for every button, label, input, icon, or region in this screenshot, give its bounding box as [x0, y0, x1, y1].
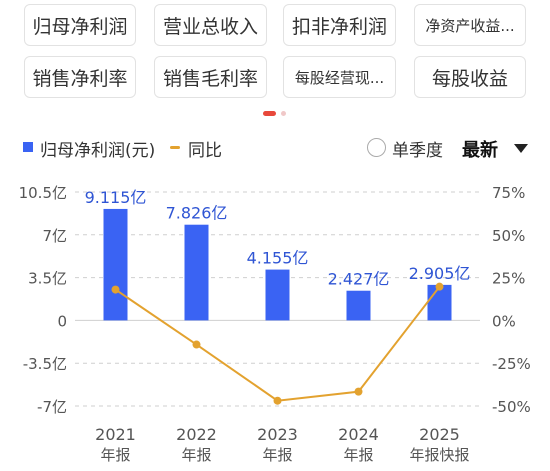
x-tick-label: 2022 — [176, 425, 217, 444]
x-tick-label: 2025 — [419, 425, 460, 444]
tab-net-profit-excl-nonrecurring[interactable]: 扣非净利润 — [283, 4, 396, 46]
bar-value-label: 7.826亿 — [166, 204, 228, 223]
tab-net-margin[interactable]: 销售净利率 — [24, 56, 136, 98]
bar-value-label: 2.905亿 — [409, 264, 471, 283]
bar — [427, 284, 452, 321]
tab-total-revenue[interactable]: 营业总收入 — [154, 4, 267, 46]
x-tick-sublabel: 年报 — [181, 446, 211, 464]
y-left-tick-label: 7亿 — [42, 227, 67, 245]
y-left-tick-label: 3.5亿 — [28, 270, 67, 288]
profit-chart: 10.5亿 7亿 3.5亿 0 -3.5亿 -7亿 75% 50% 25% 0% -25% -50% 9… — [19, 184, 531, 464]
y-right-tick-label: 75% — [492, 184, 525, 202]
yoy-point — [111, 285, 120, 294]
yoy-point — [435, 282, 444, 291]
legend-line-swatch — [170, 146, 180, 149]
x-tick-sublabel: 年报 — [100, 446, 130, 464]
x-tick-label: 2023 — [257, 425, 298, 444]
pager-dot[interactable] — [281, 111, 286, 116]
bar — [103, 208, 128, 321]
pager-dot-active[interactable] — [263, 111, 276, 116]
legend-bar-swatch — [23, 142, 33, 152]
x-tick-label: 2021 — [95, 425, 136, 444]
tab-gross-margin[interactable]: 销售毛利率 — [154, 56, 267, 98]
x-tick-label: 2024 — [338, 425, 379, 444]
y-right-tick-label: 25% — [492, 270, 525, 288]
tab-roe[interactable]: 净资产收益... — [414, 4, 526, 46]
yoy-point — [273, 396, 282, 405]
legend-bar-label: 归母净利润(元) — [40, 141, 156, 161]
single-quarter-label[interactable]: 单季度 — [392, 141, 443, 161]
legend-line-label: 同比 — [188, 141, 222, 161]
y-left-tick-label: -3.5亿 — [23, 355, 67, 373]
bar-value-label: 2.427亿 — [328, 270, 390, 289]
y-right-tick-label: -25% — [492, 355, 531, 373]
y-right-tick-label: 0% — [492, 312, 516, 330]
tab-operating-cashflow-per-share[interactable]: 每股经营现... — [283, 56, 396, 98]
yoy-point — [192, 340, 201, 349]
tab-eps[interactable]: 每股收益 — [414, 56, 526, 98]
x-tick-sublabel: 年报 — [343, 446, 373, 464]
single-quarter-radio[interactable] — [367, 138, 386, 157]
y-right-tick-label: 50% — [492, 227, 525, 245]
tab-net-profit-attributable[interactable]: 归母净利润 — [24, 4, 136, 46]
bar-value-label: 9.115亿 — [85, 188, 147, 207]
bar — [265, 269, 290, 321]
yoy-point — [354, 387, 363, 396]
period-dropdown-label: 最新 — [462, 140, 498, 161]
bar — [346, 290, 371, 321]
tab-pager — [0, 110, 550, 118]
caret-down-icon — [514, 144, 528, 153]
chart-legend-row: 归母净利润(元) 同比 单季度 最新 — [0, 134, 550, 162]
period-dropdown[interactable]: 最新 — [462, 134, 532, 162]
y-left-tick-label: -7亿 — [37, 398, 67, 416]
bar-value-label: 4.155亿 — [247, 249, 309, 268]
y-left-tick-label: 0 — [57, 312, 67, 330]
x-tick-sublabel: 年报快报 — [409, 446, 469, 464]
x-tick-sublabel: 年报 — [262, 446, 292, 464]
y-left-tick-label: 10.5亿 — [19, 184, 67, 202]
y-right-tick-label: -50% — [492, 398, 531, 416]
bar — [184, 224, 209, 321]
